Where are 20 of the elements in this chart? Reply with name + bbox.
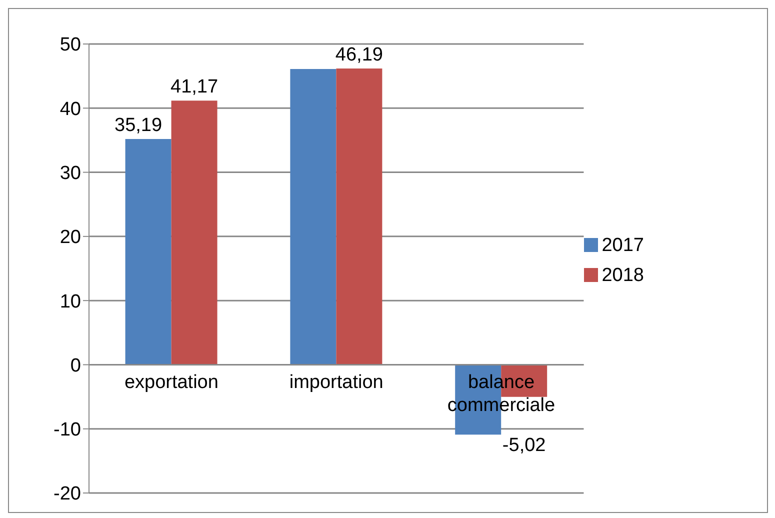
data-label: 35,19: [114, 114, 162, 136]
data-label: 41,17: [170, 76, 218, 98]
bar: [336, 68, 382, 365]
y-tick-label: 50: [60, 34, 81, 56]
legend-label: 2017: [602, 234, 644, 256]
y-tick-label: 40: [60, 98, 81, 120]
y-tick-label: -10: [54, 420, 81, 441]
y-tick-label: 20: [60, 227, 81, 248]
bar: [125, 138, 172, 365]
x-tick-label: exportation: [124, 372, 218, 394]
y-tick-label: 30: [60, 163, 81, 184]
bar: [290, 69, 336, 365]
bar: [171, 100, 218, 365]
y-tick-label: 10: [60, 291, 81, 312]
y-tick-label: 0: [70, 355, 81, 376]
legend-label: 2018: [602, 264, 644, 286]
y-tick-label: -20: [54, 484, 81, 505]
data-label: -5,02: [502, 435, 546, 456]
data-label: 46,19: [335, 44, 383, 66]
x-tick-label: importation: [289, 372, 384, 394]
